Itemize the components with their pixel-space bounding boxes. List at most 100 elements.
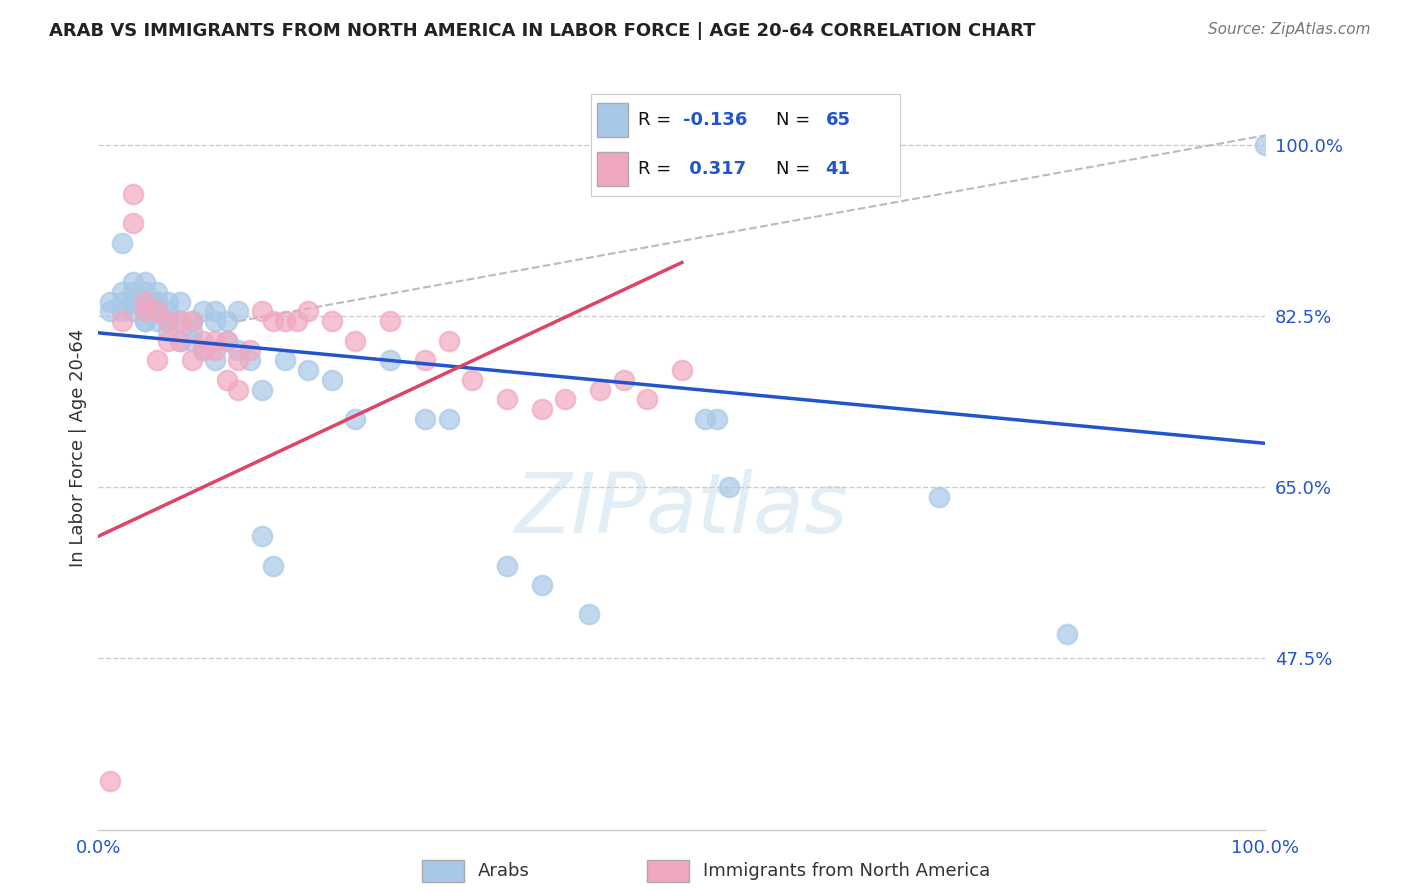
Point <box>111 304 134 318</box>
Point <box>193 304 215 318</box>
Point <box>146 285 169 299</box>
Point <box>169 314 191 328</box>
Point <box>146 353 169 368</box>
Text: R =: R = <box>638 160 672 178</box>
FancyBboxPatch shape <box>596 153 627 186</box>
Point <box>530 578 553 592</box>
Point <box>134 285 156 299</box>
Point <box>157 334 180 348</box>
Point <box>122 294 145 309</box>
Point <box>193 343 215 358</box>
Point <box>122 294 145 309</box>
Point <box>134 304 156 318</box>
Point <box>134 294 156 309</box>
Point <box>285 314 308 328</box>
Point <box>98 294 121 309</box>
Point <box>321 373 343 387</box>
Point <box>134 314 156 328</box>
Point <box>321 314 343 328</box>
Point <box>146 314 169 328</box>
Point <box>437 412 460 426</box>
Y-axis label: In Labor Force | Age 20-64: In Labor Force | Age 20-64 <box>69 329 87 567</box>
Text: 0.317: 0.317 <box>683 160 747 178</box>
Point <box>111 314 134 328</box>
Point <box>228 304 250 318</box>
Point <box>239 353 262 368</box>
Point <box>122 285 145 299</box>
Point <box>671 363 693 377</box>
Text: ARAB VS IMMIGRANTS FROM NORTH AMERICA IN LABOR FORCE | AGE 20-64 CORRELATION CHA: ARAB VS IMMIGRANTS FROM NORTH AMERICA IN… <box>49 22 1036 40</box>
Point <box>98 773 121 788</box>
Point <box>146 304 169 318</box>
Point <box>274 314 297 328</box>
Point <box>157 314 180 328</box>
Point <box>157 314 180 328</box>
Point <box>122 187 145 202</box>
Point <box>180 314 202 328</box>
Point <box>695 412 717 426</box>
Point <box>1254 138 1277 153</box>
Point <box>717 480 740 494</box>
Point <box>122 294 145 309</box>
Point <box>928 490 950 504</box>
Point <box>122 275 145 289</box>
Point <box>274 353 297 368</box>
Point <box>146 294 169 309</box>
Point <box>636 392 658 407</box>
Point <box>169 334 191 348</box>
Point <box>111 294 134 309</box>
Point <box>215 314 238 328</box>
Point <box>180 314 202 328</box>
Point <box>215 334 238 348</box>
Point <box>250 529 273 543</box>
Point <box>193 343 215 358</box>
Point <box>193 334 215 348</box>
Point <box>239 343 262 358</box>
Point <box>204 304 226 318</box>
Point <box>250 383 273 397</box>
Point <box>380 314 402 328</box>
Point <box>496 558 519 573</box>
Point <box>134 304 156 318</box>
Point <box>344 412 367 426</box>
Text: Arabs: Arabs <box>478 862 530 880</box>
Point <box>146 294 169 309</box>
Point <box>589 383 612 397</box>
Point <box>146 304 169 318</box>
FancyBboxPatch shape <box>422 861 464 882</box>
Point <box>111 235 134 250</box>
Point <box>250 304 273 318</box>
Text: 65: 65 <box>825 111 851 128</box>
Point <box>262 314 284 328</box>
Point <box>554 392 576 407</box>
FancyBboxPatch shape <box>647 861 689 882</box>
Point <box>215 373 238 387</box>
Text: Immigrants from North America: Immigrants from North America <box>703 862 990 880</box>
Text: R =: R = <box>638 111 672 128</box>
Text: ZIPatlas: ZIPatlas <box>515 468 849 549</box>
Point <box>380 353 402 368</box>
Point <box>180 324 202 338</box>
Point <box>578 607 600 622</box>
Point <box>344 334 367 348</box>
Point <box>169 294 191 309</box>
Point <box>413 353 436 368</box>
FancyBboxPatch shape <box>596 103 627 136</box>
Point <box>413 412 436 426</box>
Point <box>613 373 636 387</box>
Point <box>122 216 145 230</box>
Point <box>122 304 145 318</box>
Point <box>134 294 156 309</box>
Text: N =: N = <box>776 160 810 178</box>
Point <box>134 304 156 318</box>
Point <box>530 402 553 417</box>
Point <box>134 275 156 289</box>
Point <box>1056 627 1078 641</box>
Point <box>297 304 319 318</box>
Point <box>262 558 284 573</box>
Point <box>169 314 191 328</box>
Point <box>204 353 226 368</box>
Text: -0.136: -0.136 <box>683 111 748 128</box>
Point <box>496 392 519 407</box>
Point <box>706 412 728 426</box>
